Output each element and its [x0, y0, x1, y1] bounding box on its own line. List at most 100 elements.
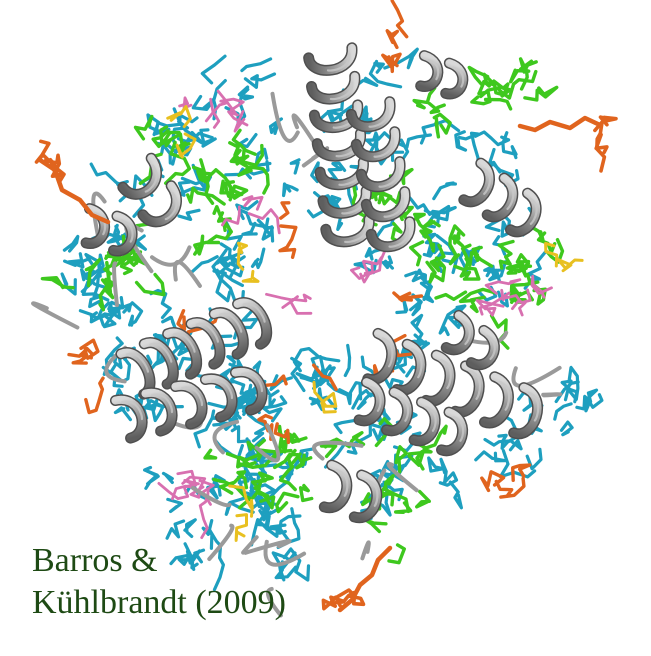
caption-line-authors: Barros &: [32, 542, 158, 579]
stick-fragment: [407, 450, 425, 467]
stick-fragment: [496, 290, 509, 308]
stick-fragment: [395, 298, 409, 315]
molecule-cluster: [434, 224, 494, 301]
stick-fragment: [165, 519, 186, 540]
molecule-cluster: [385, 0, 409, 50]
stick-fragment: [240, 57, 273, 73]
stick-fragment: [511, 300, 527, 317]
stick-fragment: [257, 413, 274, 441]
stick-fragment: [473, 130, 511, 147]
stick-fragment: [104, 260, 115, 300]
stick-fragment: [203, 448, 218, 460]
stick-fragment: [381, 255, 394, 270]
figure-caption: Barros & Kühlbrandt (2009): [32, 540, 286, 624]
stick-fragment: [350, 260, 370, 280]
stick-fragment: [241, 269, 260, 283]
stick-fragment: [271, 551, 292, 580]
coil-loop: [263, 539, 307, 567]
stick-fragment: [164, 140, 192, 185]
stick-fragment: [275, 491, 300, 514]
stick-fragment: [221, 205, 241, 227]
stick-fragment: [60, 272, 77, 296]
stick-fragment: [264, 374, 288, 387]
stick-fragment: [427, 101, 446, 115]
stick-fragment: [434, 290, 468, 301]
stick-fragment: [492, 79, 510, 97]
stick-fragment: [204, 110, 221, 129]
coil-loop: [386, 462, 419, 493]
stick-fragment: [484, 278, 522, 295]
stick-fragment: [373, 213, 396, 242]
helix: [80, 203, 138, 257]
stick-fragment: [265, 292, 295, 309]
stick-fragment: [392, 291, 412, 303]
coil-loop: [241, 535, 259, 555]
stick-fragment: [43, 153, 64, 178]
stick-fragment: [224, 502, 232, 516]
stick-fragment: [151, 129, 181, 149]
ligand-sticks: [40, 0, 604, 592]
stick-fragment: [130, 250, 147, 266]
stick-fragment: [429, 243, 446, 273]
coil-loop: [31, 301, 80, 330]
stick-fragment: [289, 158, 301, 175]
stick-fragment: [385, 29, 400, 50]
stick-fragment: [567, 365, 580, 401]
stick-fragment: [228, 484, 254, 518]
stick-fragment: [523, 85, 559, 102]
stick-fragment: [432, 112, 452, 135]
stick-fragment: [254, 147, 272, 168]
stick-fragment: [494, 479, 514, 498]
stick-fragment: [394, 445, 408, 474]
stick-fragment: [381, 53, 399, 69]
stick-fragment: [166, 497, 183, 514]
stick-fragment: [412, 86, 437, 110]
stick-fragment: [438, 306, 460, 337]
stick-fragment: [278, 465, 297, 492]
stick-fragment: [282, 182, 299, 198]
stick-fragment: [78, 338, 100, 360]
stick-fragment: [519, 261, 533, 278]
stick-fragment: [215, 251, 244, 265]
stick-fragment: [299, 355, 330, 383]
molecule-cluster: [265, 292, 313, 315]
stick-fragment: [598, 115, 618, 127]
stick-fragment: [161, 315, 177, 330]
stick-fragment: [236, 241, 248, 271]
stick-fragment: [282, 547, 311, 582]
alpha-helices: [80, 42, 543, 524]
stick-fragment: [219, 470, 249, 495]
stick-fragment: [273, 422, 291, 445]
stick-fragment: [113, 406, 132, 422]
stick-fragment: [425, 260, 447, 284]
molecule-cluster: [381, 52, 402, 74]
stick-fragment: [150, 403, 165, 423]
molecule-cluster: [221, 195, 281, 235]
stick-fragment: [181, 475, 207, 499]
molecule-cluster: [264, 363, 338, 391]
molecule-cluster: [278, 201, 298, 259]
coil-loop: [212, 419, 240, 455]
molecule-cluster: [257, 413, 291, 445]
molecule-cluster: [200, 54, 277, 101]
stick-fragment: [450, 229, 465, 248]
stick-fragment: [253, 486, 276, 510]
molecule-cluster: [480, 470, 526, 499]
stick-fragment: [458, 287, 497, 304]
lipid-tail: [517, 115, 603, 133]
stick-fragment: [107, 296, 132, 313]
stick-fragment: [368, 59, 403, 89]
stick-fragment: [295, 453, 306, 470]
stick-fragment: [231, 128, 257, 156]
stick-fragment: [500, 288, 532, 304]
stick-fragment: [176, 309, 187, 331]
stick-fragment: [251, 471, 274, 491]
stick-fragment: [122, 301, 144, 327]
coil-loop: [112, 261, 119, 308]
coil-loop: [172, 259, 202, 288]
molecule-cluster: [494, 463, 532, 498]
coil-loop: [291, 113, 319, 149]
stick-fragment: [278, 224, 298, 259]
stick-fragment: [247, 208, 281, 235]
stick-fragment: [584, 393, 604, 413]
